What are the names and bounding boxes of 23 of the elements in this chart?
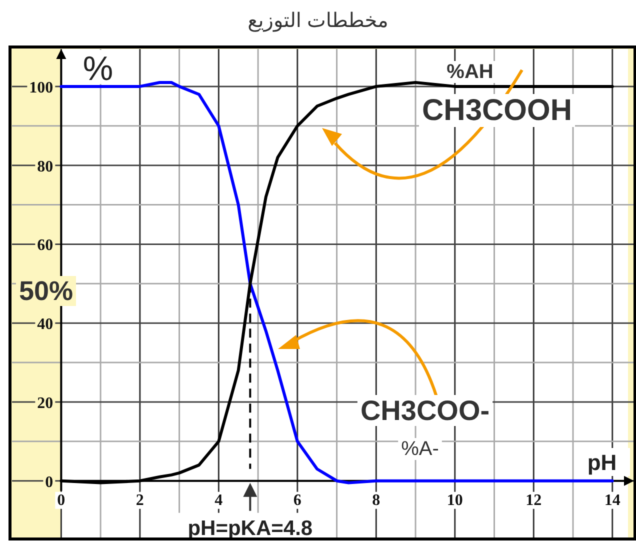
y-tick-label: 60 <box>37 237 54 254</box>
y-tick-label: 80 <box>37 158 54 176</box>
y-axis-title: % <box>82 50 114 88</box>
x-axis-title: pH <box>587 450 617 475</box>
annotation: %A- <box>401 438 439 460</box>
chart-title: مخططات التوزيع <box>248 10 388 32</box>
ref-line-label: pH=pKA=4.8 <box>188 516 313 540</box>
y-tick-label: 0 <box>45 474 54 491</box>
x-tick-label: 12 <box>526 492 542 509</box>
x-tick-label: 2 <box>136 492 144 509</box>
y-tick-label: 100 <box>29 79 54 96</box>
annotation: 50% <box>18 276 74 306</box>
x-tick-label: 10 <box>446 492 463 509</box>
x-tick-label: 14 <box>604 492 620 509</box>
x-tick-label: 4 <box>214 492 223 509</box>
annotation: %AH <box>446 61 494 83</box>
x-tick-label: 0 <box>57 492 66 509</box>
y-tick-label: 40 <box>37 316 54 334</box>
y-tick-label: 20 <box>37 394 54 412</box>
annotation: CH3COOH <box>422 94 572 127</box>
x-tick-label: 6 <box>293 492 302 509</box>
x-tick-label: 8 <box>372 492 380 509</box>
annotation: CH3COO- <box>360 395 490 426</box>
